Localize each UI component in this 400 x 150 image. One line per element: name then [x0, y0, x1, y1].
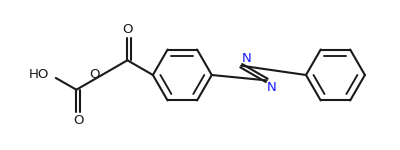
Text: N: N — [242, 52, 252, 65]
Text: O: O — [122, 23, 133, 36]
Text: O: O — [73, 114, 84, 127]
Text: HO: HO — [28, 68, 49, 81]
Text: O: O — [90, 69, 100, 81]
Text: N: N — [267, 81, 277, 94]
